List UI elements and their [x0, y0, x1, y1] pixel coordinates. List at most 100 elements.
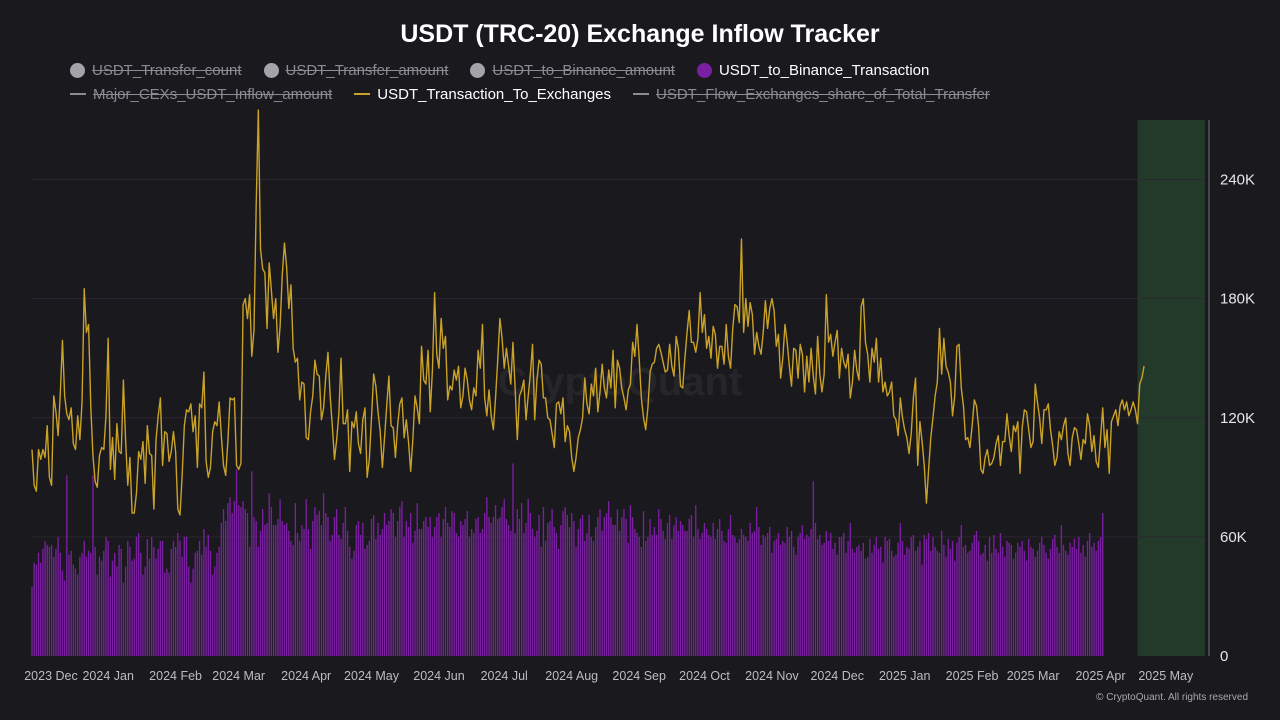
- bar: [1049, 548, 1052, 656]
- bar: [55, 548, 57, 656]
- bar: [536, 530, 538, 656]
- bar: [801, 524, 804, 656]
- bar: [960, 524, 962, 656]
- bar: [677, 530, 680, 656]
- grid-lines: [32, 179, 1205, 538]
- bar: [85, 556, 88, 656]
- bar: [1088, 532, 1091, 656]
- bar: [1065, 550, 1067, 656]
- bar: [1093, 542, 1095, 656]
- bar: [168, 572, 170, 656]
- legend-item-usdt-flow-exchanges-share-of-total-transfer[interactable]: USDT_Flow_Exchanges_share_of_Total_Trans…: [633, 84, 990, 104]
- bar: [547, 522, 549, 656]
- legend-item-major-cexs-usdt-inflow-amount[interactable]: Major_CEXs_USDT_Inflow_amount: [70, 84, 332, 104]
- bar: [847, 540, 849, 656]
- bar: [242, 501, 244, 656]
- bar: [821, 544, 823, 656]
- bar: [440, 536, 442, 656]
- y-axis-ticks: 0 60K 120K 180K 240K: [1220, 172, 1255, 665]
- highlight-region: [1137, 120, 1205, 656]
- bar: [736, 542, 738, 656]
- bar: [599, 509, 601, 656]
- bar: [906, 546, 908, 656]
- bar: [751, 532, 754, 656]
- bar: [557, 548, 560, 656]
- bar: [497, 519, 499, 656]
- bar: [507, 524, 510, 656]
- bar: [745, 536, 747, 656]
- bar: [244, 509, 246, 656]
- bar: [370, 519, 373, 656]
- bar: [893, 556, 895, 656]
- bar: [231, 513, 233, 656]
- bar: [322, 493, 325, 656]
- bar: [956, 542, 958, 656]
- bar: [1017, 542, 1019, 656]
- bar: [812, 481, 814, 656]
- legend-item-usdt-to-binance-amount[interactable]: USDT_to_Binance_amount: [470, 60, 675, 80]
- bar: [971, 542, 973, 656]
- legend-item-usdt-transfer-amount[interactable]: USDT_Transfer_amount: [263, 60, 448, 80]
- bar: [1073, 538, 1076, 656]
- bar: [290, 540, 292, 656]
- bar: [938, 552, 941, 656]
- bar: [566, 515, 569, 656]
- bar: [655, 534, 658, 656]
- bar: [523, 532, 525, 656]
- bar: [216, 552, 218, 656]
- bar: [172, 540, 175, 656]
- bar: [514, 532, 516, 656]
- bar: [749, 522, 751, 656]
- bar: [727, 528, 730, 656]
- legend-item-usdt-transaction-to-exchanges[interactable]: USDT_Transaction_To_Exchanges: [354, 84, 611, 104]
- bar: [934, 546, 936, 656]
- bar: [592, 540, 595, 656]
- bar: [562, 511, 564, 656]
- bar: [490, 522, 492, 656]
- bar: [1069, 542, 1071, 656]
- bar: [1078, 536, 1080, 656]
- bar: [455, 532, 458, 656]
- bar: [808, 536, 810, 656]
- legend-item-usdt-transfer-count[interactable]: USDT_Transfer_count: [70, 60, 242, 80]
- bar: [83, 540, 85, 656]
- bar: [690, 515, 693, 656]
- bar: [483, 513, 486, 656]
- bar: [259, 530, 262, 656]
- bar: [179, 540, 181, 656]
- bar: [590, 536, 592, 656]
- bar: [688, 519, 690, 656]
- legend-item-usdt-to-binance-transaction[interactable]: USDT_to_Binance_Transaction: [696, 60, 929, 80]
- bar: [869, 538, 871, 656]
- bar: [446, 522, 449, 656]
- bar: [834, 542, 836, 656]
- bar: [301, 524, 303, 656]
- bar: [87, 550, 90, 656]
- bar: [777, 532, 780, 656]
- bar: [875, 536, 878, 656]
- bar: [838, 536, 841, 656]
- bar: [721, 530, 723, 656]
- bar: [695, 505, 697, 656]
- bar: [349, 546, 351, 656]
- bar: [340, 538, 342, 656]
- bar: [719, 519, 721, 656]
- bar: [594, 526, 597, 656]
- bar: [92, 475, 94, 656]
- bar: [285, 522, 288, 656]
- bar: [222, 509, 225, 656]
- bar: [1001, 546, 1004, 656]
- bar: [738, 538, 740, 656]
- bar: [416, 503, 418, 656]
- bar: [610, 517, 612, 656]
- bar: [1006, 540, 1008, 656]
- bar: [769, 526, 771, 656]
- bar: [819, 534, 821, 656]
- bar: [629, 505, 632, 656]
- bar: [486, 497, 488, 656]
- bar: [1075, 548, 1078, 656]
- bar: [682, 524, 684, 656]
- bar: [1084, 556, 1086, 656]
- bar: [773, 540, 775, 656]
- bar: [466, 511, 468, 656]
